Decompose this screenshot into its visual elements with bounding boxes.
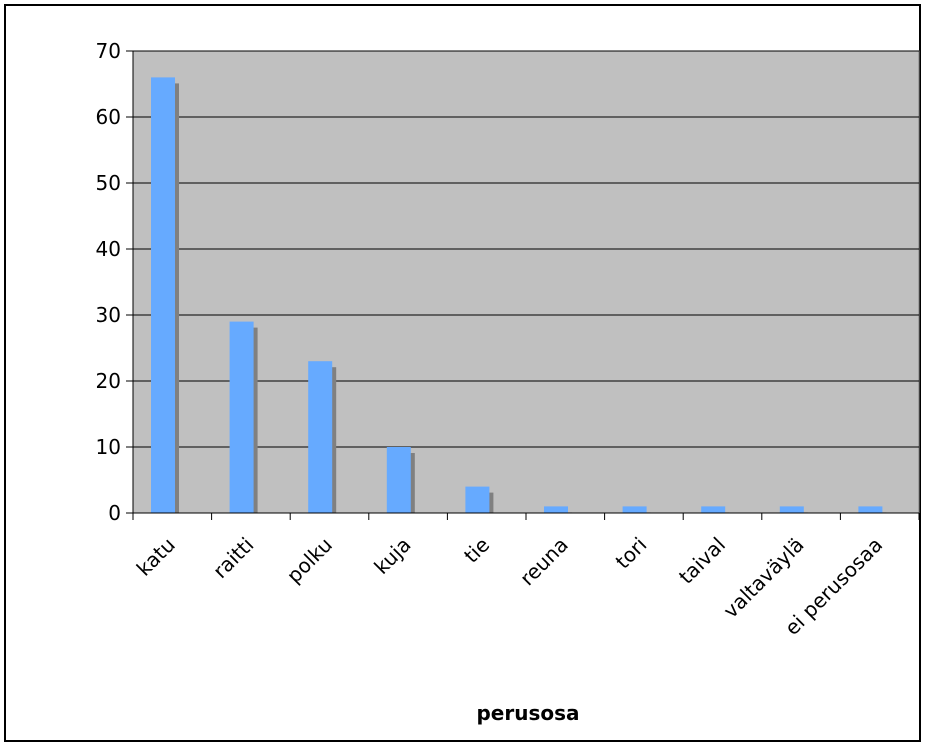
- bar: [151, 77, 175, 514]
- y-tick-label: 0: [108, 501, 121, 525]
- bar: [229, 321, 254, 513]
- y-tick-label: 70: [96, 39, 121, 63]
- y-tick-label: 50: [96, 171, 121, 195]
- x-category-label: katu: [132, 533, 180, 581]
- y-tick-label: 10: [96, 435, 121, 459]
- axes: [126, 50, 920, 520]
- x-category-label: kuja: [369, 533, 415, 579]
- bar: [701, 506, 726, 513]
- x-category-labels: katu raitti polku kuja tie reuna tori taivalval…: [132, 533, 887, 640]
- y-tick-label: 20: [96, 369, 121, 393]
- x-category-label: tori: [611, 533, 652, 574]
- bar: [386, 447, 411, 513]
- bar: [858, 506, 883, 513]
- x-axis-title: perusosa: [476, 701, 579, 725]
- gridlines: [133, 50, 919, 448]
- y-tick-label: 40: [96, 237, 121, 261]
- bar: [779, 506, 804, 513]
- bar: [308, 361, 333, 513]
- x-category-label: reuna: [515, 533, 573, 591]
- x-category-label: polku: [282, 533, 337, 588]
- bar: [544, 506, 568, 513]
- bars: [151, 77, 887, 514]
- x-category-label: raitti: [208, 533, 258, 583]
- bar: [622, 506, 647, 513]
- y-tick-labels: 0 10 20 30 40 50 60 70: [96, 39, 121, 525]
- y-tick-label: 60: [96, 105, 121, 129]
- bar: [465, 486, 490, 513]
- plot-area: [132, 50, 920, 514]
- y-tick-label: 30: [96, 303, 121, 327]
- x-category-label: taival: [674, 533, 730, 589]
- x-category-label: tie: [459, 533, 494, 568]
